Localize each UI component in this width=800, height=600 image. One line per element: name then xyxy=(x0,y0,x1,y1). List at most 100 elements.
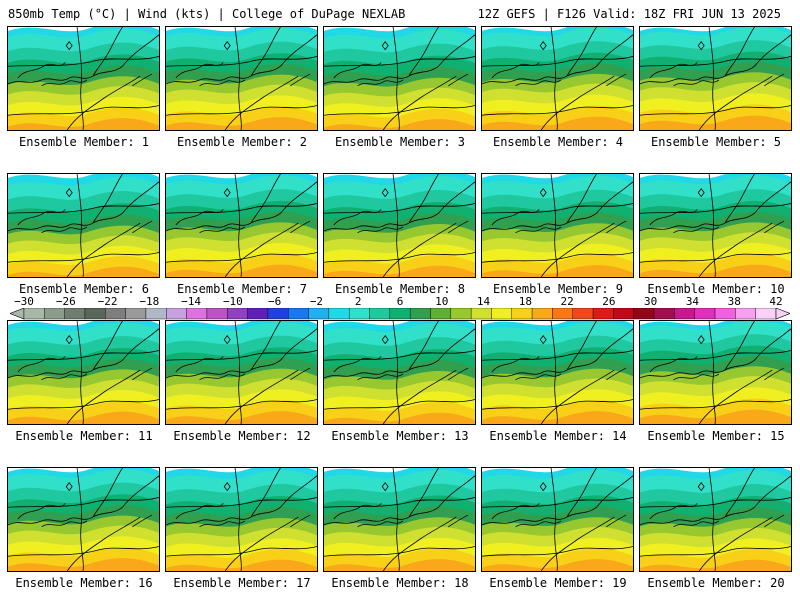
geographic-boundary xyxy=(92,468,123,518)
colorbar-segment xyxy=(84,308,106,320)
geographic-boundary xyxy=(438,181,475,214)
geographic-boundary xyxy=(324,56,475,67)
geographic-boundary xyxy=(515,373,562,381)
geographic-boundary xyxy=(408,468,439,518)
colorbar-segment xyxy=(714,308,736,320)
colorbar-segment xyxy=(105,308,126,320)
station-marker-icon xyxy=(697,41,705,51)
colorbar-tick-label: 6 xyxy=(396,295,404,308)
geographic-boundary xyxy=(673,226,720,234)
temperature-band xyxy=(8,266,159,277)
geographic-boundary xyxy=(482,65,597,85)
colorbar-segment xyxy=(572,308,594,320)
colorbar-segment xyxy=(44,308,65,320)
geographic-boundary xyxy=(234,174,242,277)
colorbar-segment xyxy=(694,308,716,320)
geographic-boundary xyxy=(76,27,84,130)
geographic-boundary xyxy=(199,373,246,381)
geographic-boundary xyxy=(640,497,791,508)
geographic-boundary xyxy=(66,369,141,424)
geographic-boundary xyxy=(724,27,755,77)
ensemble-member-label: Ensemble Member: 19 xyxy=(489,576,627,590)
geographic-boundary xyxy=(482,359,597,379)
colorbar-segment xyxy=(267,308,289,320)
geographic-boundary xyxy=(132,367,153,381)
geographic-boundary xyxy=(708,321,716,424)
geographic-boundary xyxy=(324,506,439,526)
geographic-boundary xyxy=(166,56,317,67)
geographic-boundary xyxy=(166,497,317,508)
geographic-boundary xyxy=(540,75,615,130)
geographic-boundary xyxy=(606,220,627,234)
station-marker-icon xyxy=(381,482,389,492)
colorbar-segment xyxy=(23,308,45,320)
geographic-boundary xyxy=(324,252,475,263)
geographic-boundary xyxy=(324,212,439,232)
ensemble-member-label: Ensemble Member: 20 xyxy=(647,576,785,590)
geographic-boundary xyxy=(640,65,755,85)
temperature-colorbar: −30 −26 −22 −18 −14 −10 −6 −2 2 6 10 14 18 22 26 30 34 38… xyxy=(10,296,790,322)
colorbar-segment xyxy=(64,308,86,320)
geographic-boundary xyxy=(8,252,159,263)
geographic-boundary xyxy=(357,226,404,234)
colorbar-tick-label: 14 xyxy=(476,295,491,308)
station-marker-icon xyxy=(65,188,73,198)
station-marker-icon xyxy=(539,41,547,51)
colorbar-segment xyxy=(592,308,614,320)
ensemble-member-label: Ensemble Member: 10 xyxy=(647,282,785,296)
geographic-boundary xyxy=(550,321,558,424)
colorbar-segment xyxy=(247,308,269,320)
geographic-boundary xyxy=(724,174,755,224)
temperature-band xyxy=(166,411,317,424)
geographic-boundary xyxy=(166,399,317,410)
colorbar-segment xyxy=(288,308,309,320)
geographic-boundary xyxy=(515,79,562,87)
station-marker-icon xyxy=(223,482,231,492)
geographic-boundary xyxy=(698,222,773,277)
geographic-boundary xyxy=(408,27,439,77)
geographic-boundary xyxy=(132,220,153,234)
geographic-boundary xyxy=(224,75,299,130)
ensemble-member-label: Ensemble Member: 2 xyxy=(176,135,308,149)
colorbar-segment xyxy=(450,308,472,320)
station-marker-icon xyxy=(539,335,547,345)
colorbar-segment xyxy=(511,308,533,320)
geographic-boundary xyxy=(8,497,159,508)
ensemble-map-3 xyxy=(323,26,476,131)
ensemble-member-label: Ensemble Member: 15 xyxy=(647,429,785,443)
geographic-boundary xyxy=(382,222,457,277)
geographic-boundary xyxy=(122,181,159,214)
ensemble-map-16 xyxy=(7,467,160,572)
temperature-band xyxy=(166,117,317,130)
geographic-boundary xyxy=(698,516,773,571)
geographic-boundary xyxy=(438,328,475,361)
geographic-boundary xyxy=(280,328,317,361)
station-marker-icon xyxy=(381,188,389,198)
ensemble-map-11 xyxy=(7,320,160,425)
geographic-boundary xyxy=(166,506,281,526)
geographic-boundary xyxy=(540,222,615,277)
geographic-boundary xyxy=(92,174,123,224)
temperature-band xyxy=(166,559,317,571)
ensemble-member-label: Ensemble Member: 12 xyxy=(173,429,311,443)
station-marker-icon xyxy=(539,188,547,198)
geographic-boundary xyxy=(76,468,84,571)
geographic-boundary xyxy=(764,514,785,528)
geographic-boundary xyxy=(250,468,281,518)
geographic-boundary xyxy=(482,212,597,232)
station-marker-icon xyxy=(223,41,231,51)
ensemble-map-12 xyxy=(165,320,318,425)
geographic-boundary xyxy=(698,75,773,130)
colorbar-segment xyxy=(348,308,370,320)
colorbar-segment xyxy=(552,308,573,320)
ensemble-member-label: Ensemble Member: 5 xyxy=(650,135,782,149)
geographic-boundary xyxy=(234,27,242,130)
ensemble-member-label: Ensemble Member: 3 xyxy=(334,135,466,149)
geographic-boundary xyxy=(76,174,84,277)
colorbar-tick-label: 10 xyxy=(435,295,449,308)
temperature-band xyxy=(640,559,791,571)
colorbar-tick-label: −14 xyxy=(181,295,202,308)
geographic-boundary xyxy=(357,373,404,381)
ensemble-map-19 xyxy=(481,467,634,572)
colorbar-segment xyxy=(166,308,187,320)
